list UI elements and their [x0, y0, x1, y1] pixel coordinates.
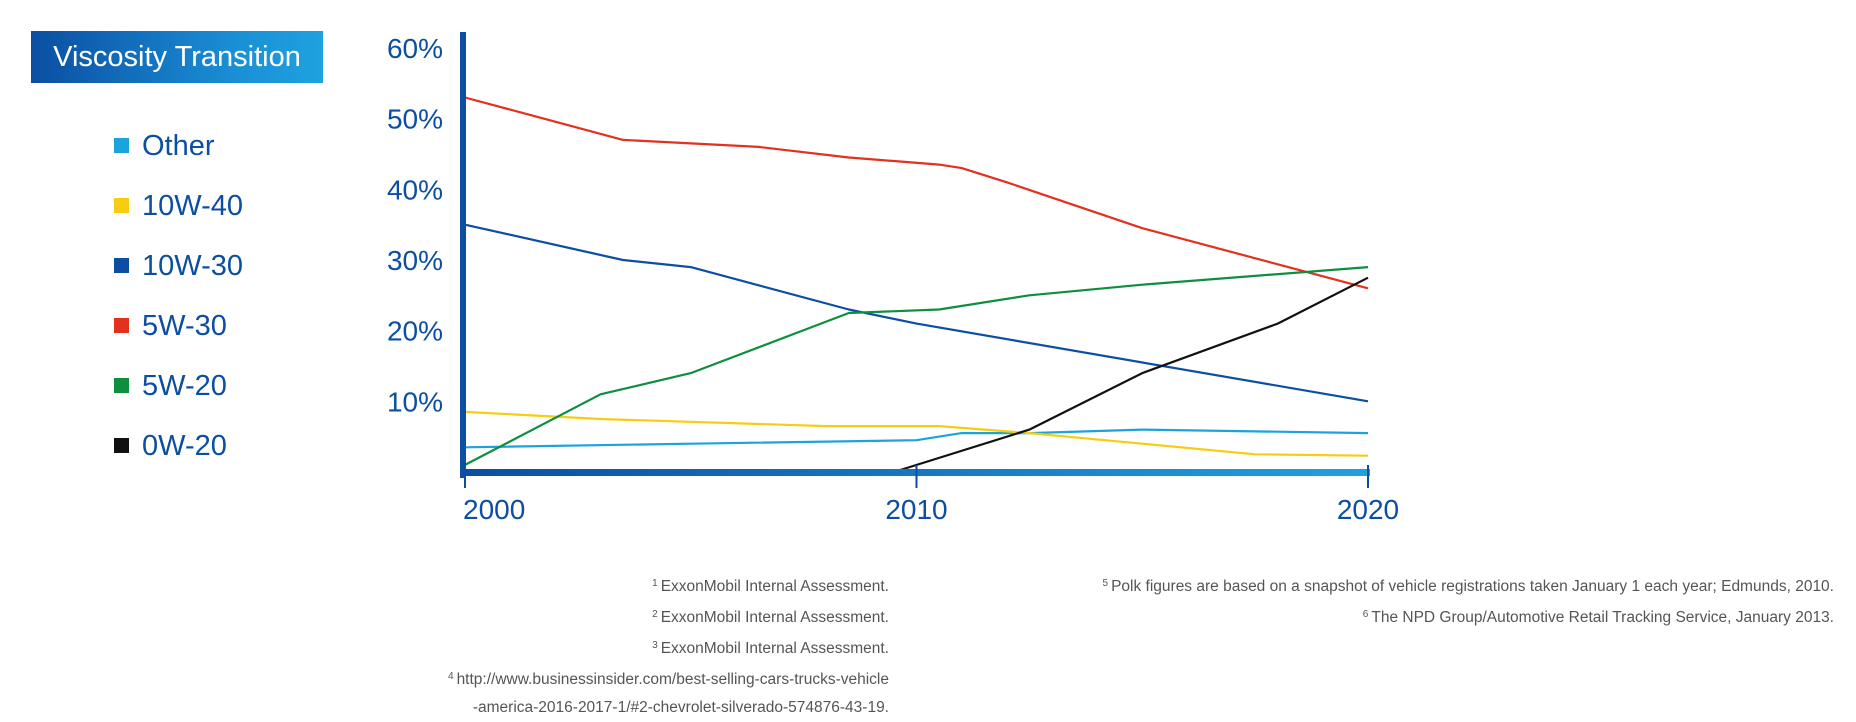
y-tick-label: 60% — [387, 33, 443, 64]
y-tick-label: 30% — [387, 245, 443, 276]
footnote-number: 1 — [652, 578, 658, 589]
line-chart: 10% 20% 30% 40% 50% 60% 2000 2010 2020 — [387, 32, 1399, 525]
footnote: 4 http://www.businessinsider.com/best-sel… — [448, 663, 889, 694]
footnote-text: The NPD Group/Automotive Retail Tracking… — [1371, 609, 1834, 626]
footnote-number: 6 — [1362, 609, 1369, 620]
series-line-10w-40 — [464, 410, 1369, 457]
footnote: -america-2016-2017-1/#2-chevrolet-silver… — [448, 694, 889, 722]
legend-swatch — [114, 438, 129, 453]
footnote-text: ExxonMobil Internal Assessment. — [660, 578, 889, 595]
y-tick-label: 10% — [387, 386, 443, 417]
footnote: 2 ExxonMobil Internal Assessment. — [448, 601, 889, 632]
footnote-text: ExxonMobil Internal Assessment. — [660, 609, 889, 626]
footnotes-left: 1 ExxonMobil Internal Assessment. 2 ExxonMo… — [448, 570, 889, 722]
y-tick-label: 20% — [387, 316, 443, 347]
legend-label: 5W-20 — [142, 370, 227, 402]
legend-label: 10W-30 — [142, 250, 244, 282]
footnote-number: 5 — [1102, 578, 1109, 589]
series-line-10w-30 — [464, 223, 1369, 403]
footnotes-right: 5 Polk figures are based on a snapshot of… — [1103, 570, 1834, 632]
x-tick-label: 2000 — [463, 494, 525, 525]
footnote-text: -america-2016-2017-1/#2-chevrolet-silver… — [472, 699, 889, 716]
series-line-other — [464, 428, 1369, 449]
chart-title: Viscosity Transition — [31, 31, 323, 83]
footnote-number: 4 — [448, 671, 454, 682]
legend-label: 10W-40 — [142, 190, 244, 222]
footnote-text: ExxonMobil Internal Assessment. — [660, 640, 889, 657]
y-tick-label: 40% — [387, 174, 443, 205]
axis-layer: 10% 20% 30% 40% 50% 60% 2000 2010 2020 — [387, 32, 1399, 525]
footnote: 5 Polk figures are based on a snapshot of… — [1103, 570, 1834, 601]
footnote-number: 3 — [652, 640, 658, 651]
footnote: 6 The NPD Group/Automotive Retail Trackin… — [1103, 601, 1834, 632]
legend-swatch — [114, 258, 129, 273]
legend-label: Other — [142, 130, 215, 162]
footnote-text: Polk figures are based on a snapshot of … — [1111, 578, 1834, 595]
legend-swatch — [114, 198, 129, 213]
x-tick-label: 2020 — [1337, 494, 1399, 525]
legend-label: 5W-30 — [142, 310, 227, 342]
footnote-number: 2 — [652, 609, 658, 620]
footnote-text: http://www.businessinsider.com/best-sell… — [456, 671, 889, 688]
legend-label: 0W-20 — [142, 430, 227, 462]
x-tick-label: 2010 — [885, 494, 947, 525]
x-axis-line — [460, 469, 1370, 476]
footnote: 1 ExxonMobil Internal Assessment. — [448, 570, 889, 601]
legend-swatch — [114, 318, 129, 333]
y-tick-label: 50% — [387, 104, 443, 135]
series-line-0w-20 — [893, 276, 1369, 474]
series-line-5w-30 — [464, 96, 1369, 290]
series-layer — [464, 96, 1369, 474]
series-line-5w-20 — [464, 266, 1369, 466]
footnote: 3 ExxonMobil Internal Assessment. — [448, 632, 889, 663]
legend-swatch — [114, 138, 129, 153]
legend-swatch — [114, 378, 129, 393]
